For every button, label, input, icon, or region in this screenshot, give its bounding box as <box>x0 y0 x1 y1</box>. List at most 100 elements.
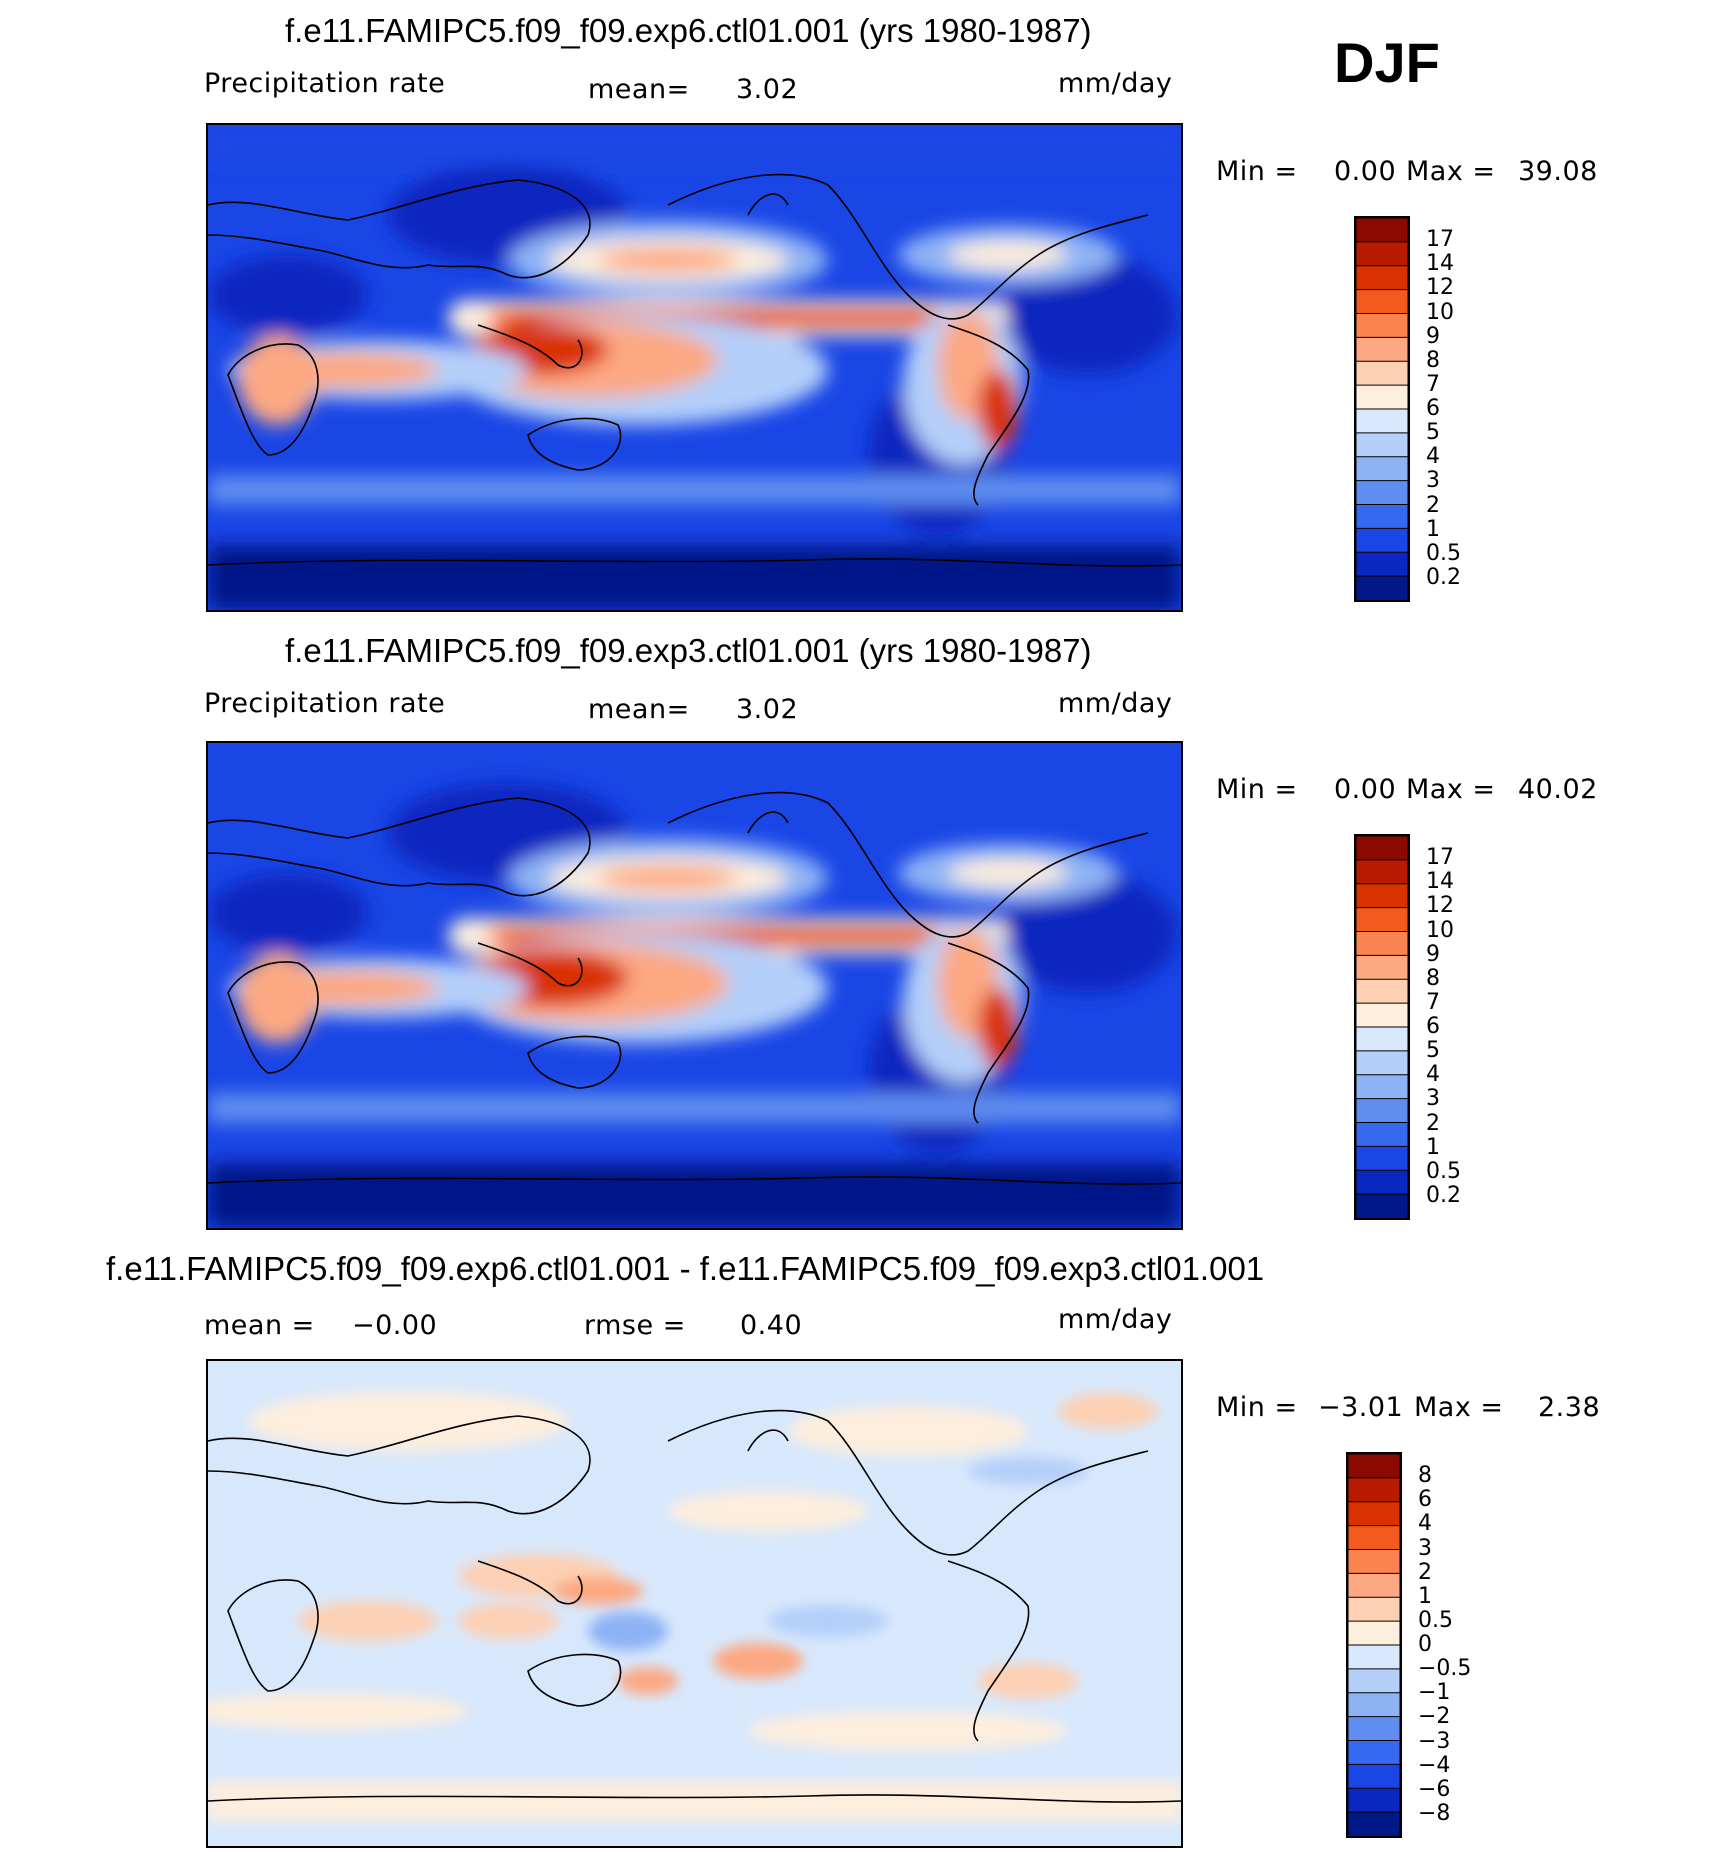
panel2-colorbar-tick-label: 9 <box>1426 941 1440 967</box>
colorbar-swatch <box>1356 1193 1408 1218</box>
colorbar-swatch <box>1348 1716 1400 1742</box>
panel1-variable: Precipitation rate <box>204 68 446 99</box>
colorbar-swatch <box>1348 1596 1400 1623</box>
panel1-colorbar-tick-label: 17 <box>1426 227 1454 253</box>
panel2-colorbar-tick-label: 7 <box>1426 989 1440 1015</box>
panel2-mean-label: mean= <box>588 694 690 725</box>
colorbar-swatch <box>1348 1644 1400 1670</box>
panel2-precip-field <box>208 743 1181 1228</box>
panel1-colorbar-tick-label: 2 <box>1426 492 1440 518</box>
panel3-colorbar-tick-label: −4 <box>1418 1752 1451 1778</box>
panel3-mean-label: mean = <box>204 1310 315 1341</box>
panel1-colorbar-tick-label: 1 <box>1426 516 1440 542</box>
colorbar-swatch <box>1356 931 1408 957</box>
colorbar-swatch <box>1356 954 1408 981</box>
panel1-mean-label: mean= <box>588 74 690 105</box>
panel1-colorbar-tick-label: 0.5 <box>1426 540 1461 566</box>
colorbar-swatch <box>1348 1620 1400 1646</box>
colorbar-swatch <box>1356 1098 1408 1124</box>
panel1-colorbar-tick-label: 6 <box>1426 396 1440 421</box>
colorbar-swatch <box>1356 265 1408 291</box>
colorbar-swatch <box>1356 1169 1408 1196</box>
colorbar-swatch <box>1356 1050 1408 1076</box>
panel2-colorbar-tick-label: 4 <box>1426 1062 1440 1088</box>
colorbar-swatch <box>1348 1692 1400 1718</box>
colorbar-swatch <box>1356 978 1408 1005</box>
panel3-colorbar-tick-label: −1 <box>1418 1680 1451 1706</box>
colorbar-swatch <box>1348 1477 1400 1503</box>
panel1-min-value: 0.00 <box>1334 156 1397 187</box>
panel1-precip-field <box>208 125 1181 610</box>
panel1-colorbar-tick-label: 8 <box>1426 347 1440 373</box>
panel1-colorbar-tick-label: 7 <box>1426 371 1440 397</box>
colorbar-swatch <box>1348 1811 1400 1836</box>
panel1-colorbar-tick-label: 10 <box>1426 299 1454 325</box>
colorbar-swatch <box>1356 456 1408 482</box>
panel2-colorbar-tick-label: 17 <box>1426 845 1454 871</box>
colorbar-swatch <box>1356 384 1408 410</box>
panel3-mean-value: −0.00 <box>352 1310 438 1341</box>
panel3-colorbar-swatches <box>1348 1454 1400 1836</box>
panel3-units: mm/day <box>1058 1304 1173 1335</box>
panel2-coastlines <box>208 791 1181 1185</box>
colorbar-swatch <box>1356 504 1408 530</box>
panel3-colorbar <box>1346 1452 1402 1838</box>
colorbar-swatch <box>1348 1740 1400 1766</box>
panel1-colorbar-tick-label: 12 <box>1426 275 1454 301</box>
colorbar-swatch <box>1356 408 1408 434</box>
colorbar-swatch <box>1356 1122 1408 1148</box>
panel2-colorbar-tick-label: 0.2 <box>1426 1182 1461 1208</box>
panel3-max-label: Max = <box>1414 1392 1504 1423</box>
panel2-colorbar-tick-label: 8 <box>1426 965 1440 991</box>
panel1-units: mm/day <box>1058 68 1173 99</box>
colorbar-swatch <box>1356 1074 1408 1100</box>
colorbar-swatch <box>1356 432 1408 458</box>
panel1-coastlines <box>208 173 1181 567</box>
colorbar-swatch <box>1356 480 1408 506</box>
panel3-min-label: Min = <box>1216 1392 1298 1423</box>
panel3-colorbar-tick-label: 2 <box>1418 1559 1432 1585</box>
colorbar-swatch <box>1356 551 1408 578</box>
panel3-colorbar-tick-label: −3 <box>1418 1728 1451 1754</box>
colorbar-swatch <box>1356 836 1408 861</box>
panel2-map <box>206 741 1183 1230</box>
colorbar-swatch <box>1356 575 1408 600</box>
colorbar-swatch <box>1348 1668 1400 1694</box>
panel3-colorbar-tick-label: 3 <box>1418 1535 1432 1561</box>
panel1-colorbar-tick-label: 4 <box>1426 444 1440 470</box>
panel2-colorbar-tick-label: 1 <box>1426 1134 1440 1160</box>
panel3-max-value: 2.38 <box>1538 1392 1601 1423</box>
panel2-title: f.e11.FAMIPC5.f09_f09.exp3.ctl01.001 (yr… <box>285 632 1092 669</box>
panel1-colorbar-tick-label: 9 <box>1426 323 1440 349</box>
panel2-max-value: 40.02 <box>1518 774 1598 805</box>
panel1-min-label: Min = <box>1216 156 1298 187</box>
colorbar-swatch <box>1356 527 1408 554</box>
panel1-max-label: Max = <box>1406 156 1496 187</box>
panel3-colorbar-tick-label: 0.5 <box>1418 1607 1453 1633</box>
panel2-variable: Precipitation rate <box>204 688 446 719</box>
panel1-colorbar-tick-label: 5 <box>1426 420 1440 446</box>
colorbar-swatch <box>1348 1572 1400 1599</box>
colorbar-swatch <box>1356 241 1408 267</box>
panel1-max-value: 39.08 <box>1518 156 1598 187</box>
colorbar-swatch <box>1356 1002 1408 1028</box>
panel3-map <box>206 1359 1183 1848</box>
colorbar-swatch <box>1356 883 1408 909</box>
panel1-title: f.e11.FAMIPC5.f09_f09.exp6.ctl01.001 (yr… <box>285 12 1092 49</box>
panel3-colorbar-tick-label: 0 <box>1418 1632 1432 1657</box>
panel1-colorbar-swatches <box>1356 218 1408 600</box>
colorbar-swatch <box>1348 1549 1400 1575</box>
panel2-colorbar-tick-label: 3 <box>1426 1086 1440 1112</box>
panel3-colorbar-tick-label: −6 <box>1418 1776 1451 1802</box>
panel1-colorbar-tick-label: 14 <box>1426 251 1454 277</box>
season-label: DJF <box>1334 31 1440 94</box>
colorbar-swatch <box>1348 1787 1400 1814</box>
panel3-colorbar-tick-label: −0.5 <box>1418 1656 1472 1682</box>
colorbar-swatch <box>1356 1145 1408 1172</box>
colorbar-swatch <box>1356 289 1408 315</box>
panel3-rmse-label: rmse = <box>584 1310 686 1341</box>
colorbar-swatch <box>1356 1026 1408 1052</box>
panel2-colorbar-tick-label: 5 <box>1426 1038 1440 1064</box>
panel2-colorbar-swatches <box>1356 836 1408 1218</box>
panel2-colorbar-tick-label: 0.5 <box>1426 1158 1461 1184</box>
